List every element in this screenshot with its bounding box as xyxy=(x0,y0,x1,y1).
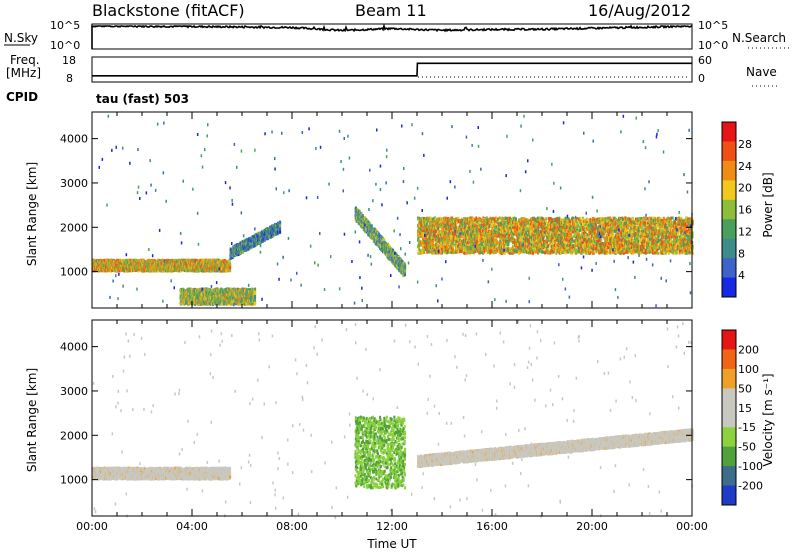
noise-series-line xyxy=(92,26,692,49)
power-heatmap-cells xyxy=(92,115,694,308)
heatmap-cell xyxy=(279,231,281,234)
noise-tick-right-top: 10^5 xyxy=(698,19,728,32)
heatmap-cell xyxy=(279,221,281,224)
nave-tick-top: 60 xyxy=(698,54,712,67)
date-title: 16/Aug/2012 xyxy=(588,1,691,20)
heatmap-cell xyxy=(229,262,231,265)
nsearch-label: N.Search xyxy=(732,31,786,45)
frequency-series-line xyxy=(92,63,692,76)
noise-panel: 10^5 10^0 10^5 10^0 N.Sky N.Search xyxy=(4,19,792,52)
radar-summary-plot: Blackstone (fitACF) Beam 11 16/Aug/2012 … xyxy=(0,0,800,554)
freq-tick-bottom: 8 xyxy=(66,72,73,85)
freq-frame xyxy=(92,57,692,82)
freq-label-line1: Freq. xyxy=(10,53,40,67)
frequency-panel: 18 8 60 0 Freq. [MHz] Nave xyxy=(6,53,778,86)
freq-label-line2: [MHz] xyxy=(6,66,41,80)
beam-title: Beam 11 xyxy=(355,1,427,20)
station-title: Blackstone (fitACF) xyxy=(92,1,245,20)
noise-tick-right-bottom: 10^0 xyxy=(698,39,728,52)
noise-tick-top: 10^5 xyxy=(50,19,80,32)
cpid-value: tau (fast) 503 xyxy=(96,92,189,106)
nsky-label: N.Sky xyxy=(4,31,38,45)
plot-canvas: Blackstone (fitACF) Beam 11 16/Aug/2012 … xyxy=(0,0,800,554)
heatmap-cell xyxy=(279,224,281,227)
freq-tick-top: 18 xyxy=(62,54,76,67)
noise-tick-bottom: 10^0 xyxy=(50,39,80,52)
nave-label: Nave xyxy=(746,65,777,79)
nave-tick-bottom: 0 xyxy=(698,72,705,85)
heatmap-cell xyxy=(229,266,231,269)
cpid-label: CPID xyxy=(6,90,38,104)
